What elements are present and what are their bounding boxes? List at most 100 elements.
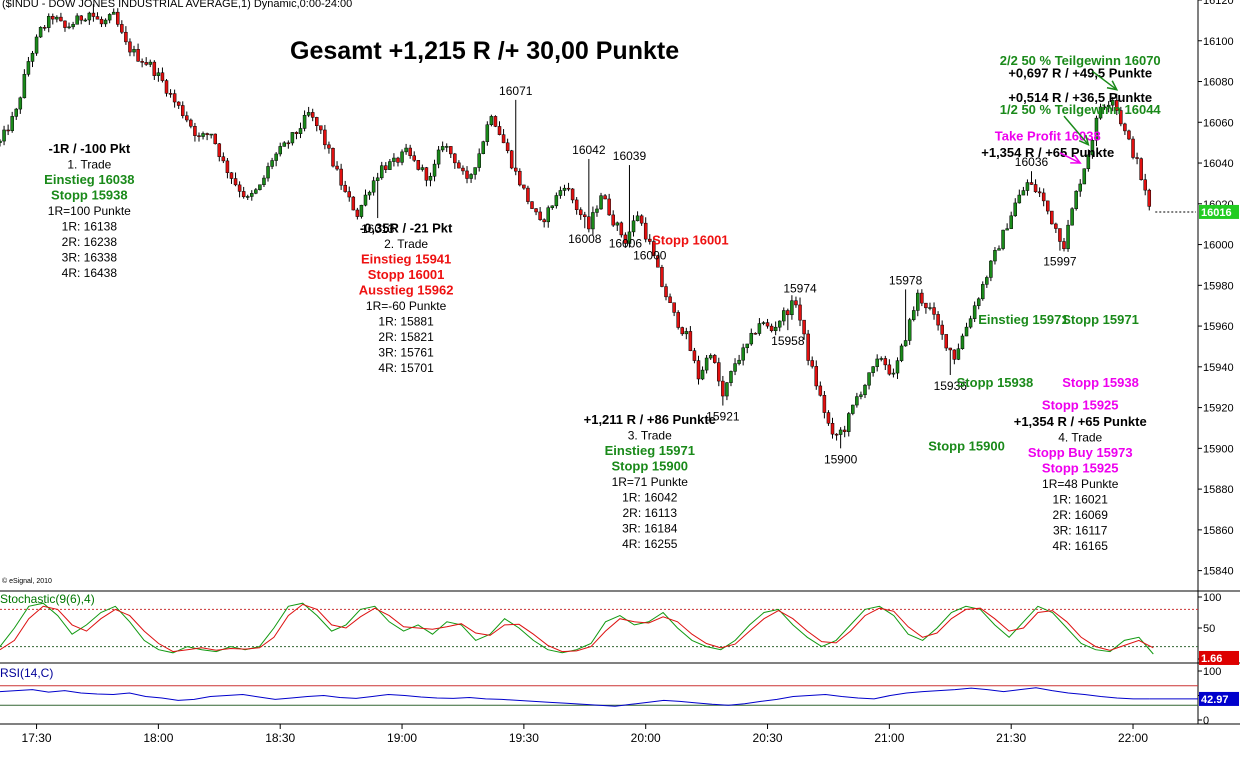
swing-point-label: 16071 bbox=[499, 84, 533, 98]
candle-body bbox=[903, 340, 908, 347]
candle-body bbox=[948, 347, 953, 351]
candle-body bbox=[347, 191, 351, 198]
annotation-arrowhead bbox=[1106, 80, 1119, 91]
candle-body bbox=[501, 134, 506, 144]
candle-body bbox=[932, 307, 936, 315]
candle-body bbox=[936, 314, 940, 326]
candle-body bbox=[38, 27, 43, 38]
candle-body bbox=[339, 168, 343, 186]
candle-body bbox=[75, 15, 79, 25]
trade-annotation-line: Ausstieg 15962 bbox=[359, 282, 454, 297]
candle-body bbox=[558, 190, 563, 196]
swing-point-label: 15997 bbox=[1043, 255, 1077, 269]
trade-annotation-line: 1R: 16042 bbox=[622, 490, 678, 504]
candle-body bbox=[400, 151, 404, 163]
candle-body bbox=[522, 184, 526, 189]
indicator-series-line bbox=[0, 603, 1154, 653]
annotation-arrow bbox=[1063, 115, 1089, 146]
price-tick-label: 15840 bbox=[1203, 566, 1234, 578]
trade-annotation-line: 1R=71 Punkte bbox=[612, 475, 689, 489]
candle-body bbox=[782, 310, 786, 322]
swing-point-label: 16000 bbox=[633, 249, 667, 263]
candle-body bbox=[461, 167, 465, 172]
price-tick-label: 16000 bbox=[1203, 240, 1234, 252]
candle-body bbox=[859, 394, 863, 397]
price-tick-label: 15860 bbox=[1203, 525, 1234, 537]
candle-body bbox=[42, 27, 47, 29]
candle-body bbox=[847, 413, 851, 432]
indicator-panel-1: 100500Stochastic(9(6),4)1.66 bbox=[0, 592, 1240, 666]
candle-body bbox=[124, 31, 128, 43]
candle-body bbox=[712, 355, 717, 363]
candle-body bbox=[465, 170, 469, 179]
price-tick-label: 16080 bbox=[1203, 77, 1234, 89]
trade-annotation-line: 4R: 16438 bbox=[62, 266, 118, 280]
candle-body bbox=[416, 160, 421, 170]
candle-body bbox=[1139, 158, 1143, 180]
indicator-tick-label: 100 bbox=[1203, 592, 1221, 604]
candle-body bbox=[875, 358, 879, 367]
symbol-header: ($INDU - DOW JONES INDUSTRIAL AVERAGE,1)… bbox=[2, 0, 352, 10]
time-tick-label: 18:00 bbox=[143, 731, 173, 745]
candle-body bbox=[1009, 215, 1013, 229]
candle-body bbox=[10, 116, 14, 131]
trade-annotation-label: +1,354 R / +65 Punkte bbox=[981, 145, 1114, 160]
trade-annotation-line: 2R: 15821 bbox=[378, 330, 434, 344]
candle-body bbox=[753, 332, 758, 335]
candle-body bbox=[1058, 228, 1062, 242]
candle-body bbox=[907, 319, 912, 341]
trade-annotation-line: 3R: 16338 bbox=[62, 250, 118, 264]
trade-annotation-label: Stopp 15971 bbox=[1062, 312, 1139, 327]
candle-body bbox=[944, 334, 948, 349]
candle-body bbox=[189, 119, 193, 127]
candle-body bbox=[887, 364, 892, 375]
candle-body bbox=[1123, 123, 1127, 132]
candles-layer bbox=[0, 4, 1152, 449]
trade-annotation-line: +1,354 R / +65 Punkte bbox=[1014, 414, 1147, 429]
time-tick-label: 20:00 bbox=[631, 731, 661, 745]
candle-body bbox=[367, 191, 372, 196]
candle-body bbox=[639, 215, 644, 224]
candle-body bbox=[806, 333, 810, 361]
candle-body bbox=[493, 116, 498, 127]
candle-body bbox=[928, 307, 932, 309]
candle-body bbox=[278, 146, 282, 155]
trade-annotation-line: Einstieg 15941 bbox=[361, 251, 451, 266]
candle-body bbox=[704, 357, 709, 371]
candle-body bbox=[30, 52, 35, 62]
indicator-value-badge bbox=[1199, 691, 1239, 706]
candle-body bbox=[1086, 154, 1091, 170]
candle-body bbox=[940, 324, 944, 335]
annotation-arrow bbox=[1059, 152, 1081, 164]
indicator-value-label: 1.66 bbox=[1201, 653, 1222, 665]
candle-body bbox=[972, 305, 977, 319]
candle-body bbox=[684, 331, 689, 335]
swing-point-label: 16008 bbox=[568, 232, 602, 246]
candle-body bbox=[692, 350, 697, 361]
candle-body bbox=[985, 277, 989, 285]
candle-body bbox=[542, 219, 546, 223]
candle-body bbox=[1050, 210, 1054, 225]
last-price-badge bbox=[1199, 204, 1239, 219]
candle-body bbox=[518, 170, 522, 186]
candle-body bbox=[185, 115, 189, 121]
candle-body bbox=[530, 201, 534, 209]
candle-body bbox=[989, 260, 993, 278]
candle-body bbox=[164, 80, 169, 94]
swing-point-label: 16039 bbox=[613, 149, 647, 163]
candle-body bbox=[574, 199, 579, 210]
candle-body bbox=[631, 220, 636, 233]
candle-body bbox=[546, 207, 550, 223]
candle-body bbox=[891, 372, 896, 375]
candle-body bbox=[1143, 179, 1147, 191]
candle-body bbox=[282, 142, 287, 147]
price-tick-label: 15880 bbox=[1203, 484, 1234, 496]
indicator-tick-label: 0 bbox=[1203, 715, 1209, 727]
price-tick-label: 16040 bbox=[1203, 158, 1234, 170]
candle-body bbox=[140, 61, 144, 63]
candle-body bbox=[363, 194, 368, 206]
swing-point-label: 15921 bbox=[706, 410, 740, 424]
candle-body bbox=[534, 208, 538, 213]
indicator-series-line bbox=[0, 687, 1150, 707]
candle-body bbox=[245, 196, 250, 198]
